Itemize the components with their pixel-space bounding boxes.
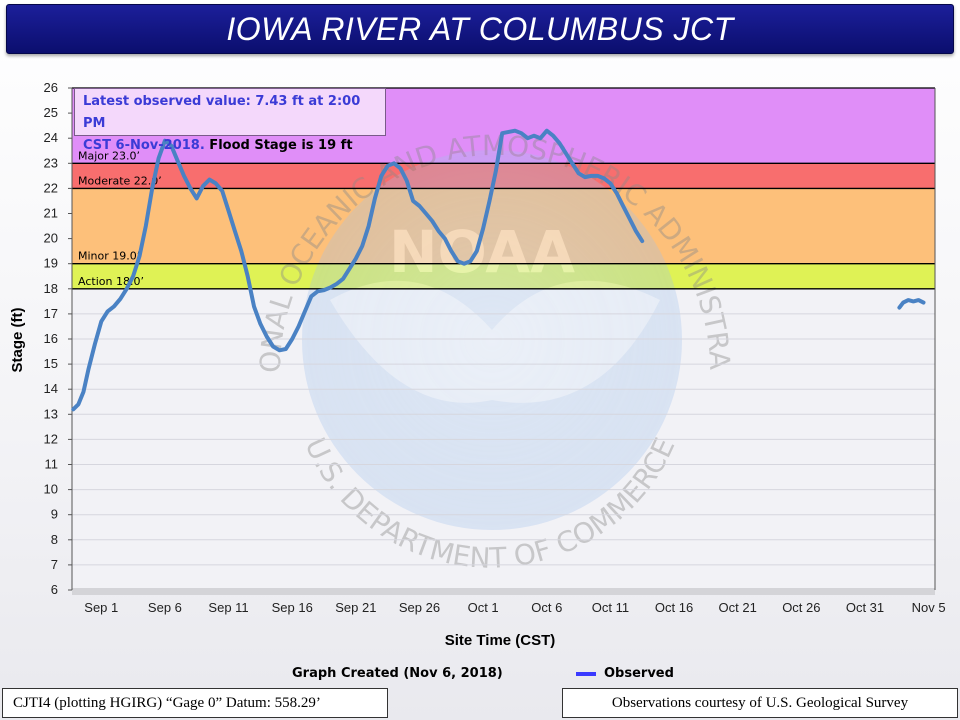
y-tick-label: 19	[44, 256, 58, 271]
y-tick-label: 7	[51, 557, 58, 572]
x-tick-label: Oct 1	[468, 600, 499, 615]
legend-observed-label: Observed	[604, 666, 674, 681]
y-axis-label: Stage (ft)	[9, 308, 26, 373]
x-tick-label: Sep 6	[148, 600, 182, 615]
observed-line-segment-1	[71, 128, 645, 412]
y-tick-label: 6	[51, 582, 58, 597]
y-tick-label: 17	[44, 306, 58, 321]
x-tick-label: Oct 31	[846, 600, 884, 615]
x-tick-label: Oct 11	[592, 600, 629, 615]
chart-axes: 6 7 8 9 10 11 12 13 14 15 16 17 18 19 20 21 22 23 24 25 26 Se…	[44, 80, 946, 615]
y-tick-label: 22	[44, 180, 58, 195]
datum-box: CJTI4 (plotting HGIRG) “Gage 0” Datum: 5…	[2, 688, 388, 718]
y-tick-label: 9	[51, 507, 58, 522]
graph-created-text: Graph Created (Nov 6, 2018)	[292, 666, 503, 681]
y-tick-label: 13	[44, 406, 58, 421]
latest-observation-line1: Latest observed value: 7.43 ft at 2:00 P…	[83, 94, 361, 131]
y-tick-label: 24	[44, 130, 58, 145]
band-label-major: Major 23.0’	[78, 149, 140, 162]
x-tick-label: Oct 6	[531, 600, 562, 615]
y-tick-label: 21	[44, 206, 58, 221]
legend-observed-swatch	[576, 671, 596, 676]
y-tick-label: 18	[44, 281, 58, 296]
y-tick-label: 26	[44, 80, 58, 95]
x-tick-label: Oct 16	[655, 600, 693, 615]
x-tick-label: Sep 1	[84, 600, 118, 615]
courtesy-box: Observations courtesy of U.S. Geological…	[562, 688, 958, 718]
x-axis-bar	[72, 588, 935, 595]
x-tick-label: Oct 26	[782, 600, 820, 615]
flood-category-lines	[72, 87, 935, 290]
y-tick-label: 15	[44, 356, 58, 371]
y-tick-label: 14	[44, 381, 58, 396]
x-axis-label: Site Time (CST)	[445, 632, 556, 649]
band-label-minor: Minor 19.0’	[78, 250, 140, 263]
latest-observation-date: CST 6-Nov-2018.	[83, 138, 205, 153]
x-tick-label: Oct 21	[719, 600, 757, 615]
chart-grid	[72, 313, 935, 566]
legend: Observed	[576, 666, 674, 681]
y-tick-label: 10	[44, 482, 58, 497]
latest-observation-box: Latest observed value: 7.43 ft at 2:00 P…	[74, 88, 386, 153]
x-tick-label: Sep 16	[272, 600, 313, 615]
noaa-watermark-circle	[302, 150, 682, 530]
x-tick-label: Sep 26	[399, 600, 440, 615]
y-tick-label: 8	[51, 532, 58, 547]
observed-line-segment-2	[897, 298, 926, 310]
noaa-watermark-bird	[330, 280, 660, 403]
x-tick-label: Sep 11	[208, 600, 248, 615]
y-tick-label: 23	[44, 155, 58, 170]
band-label-moderate: Moderate 22.0’	[78, 174, 162, 187]
y-tick-label: 25	[44, 105, 58, 120]
x-tick-label: Sep 21	[335, 600, 376, 615]
flood-stage-text: Flood Stage is 19 ft	[204, 138, 353, 153]
chart-title: IOWA RIVER AT COLUMBUS JCT	[226, 10, 734, 47]
chart-title-bar: IOWA RIVER AT COLUMBUS JCT	[6, 4, 954, 54]
y-tick-label: 20	[44, 231, 58, 246]
y-tick-label: 12	[44, 431, 58, 446]
y-tick-label: 11	[45, 457, 59, 472]
x-tick-label: Nov 5	[912, 600, 946, 615]
y-tick-label: 16	[44, 331, 58, 346]
observed-series	[71, 128, 926, 412]
